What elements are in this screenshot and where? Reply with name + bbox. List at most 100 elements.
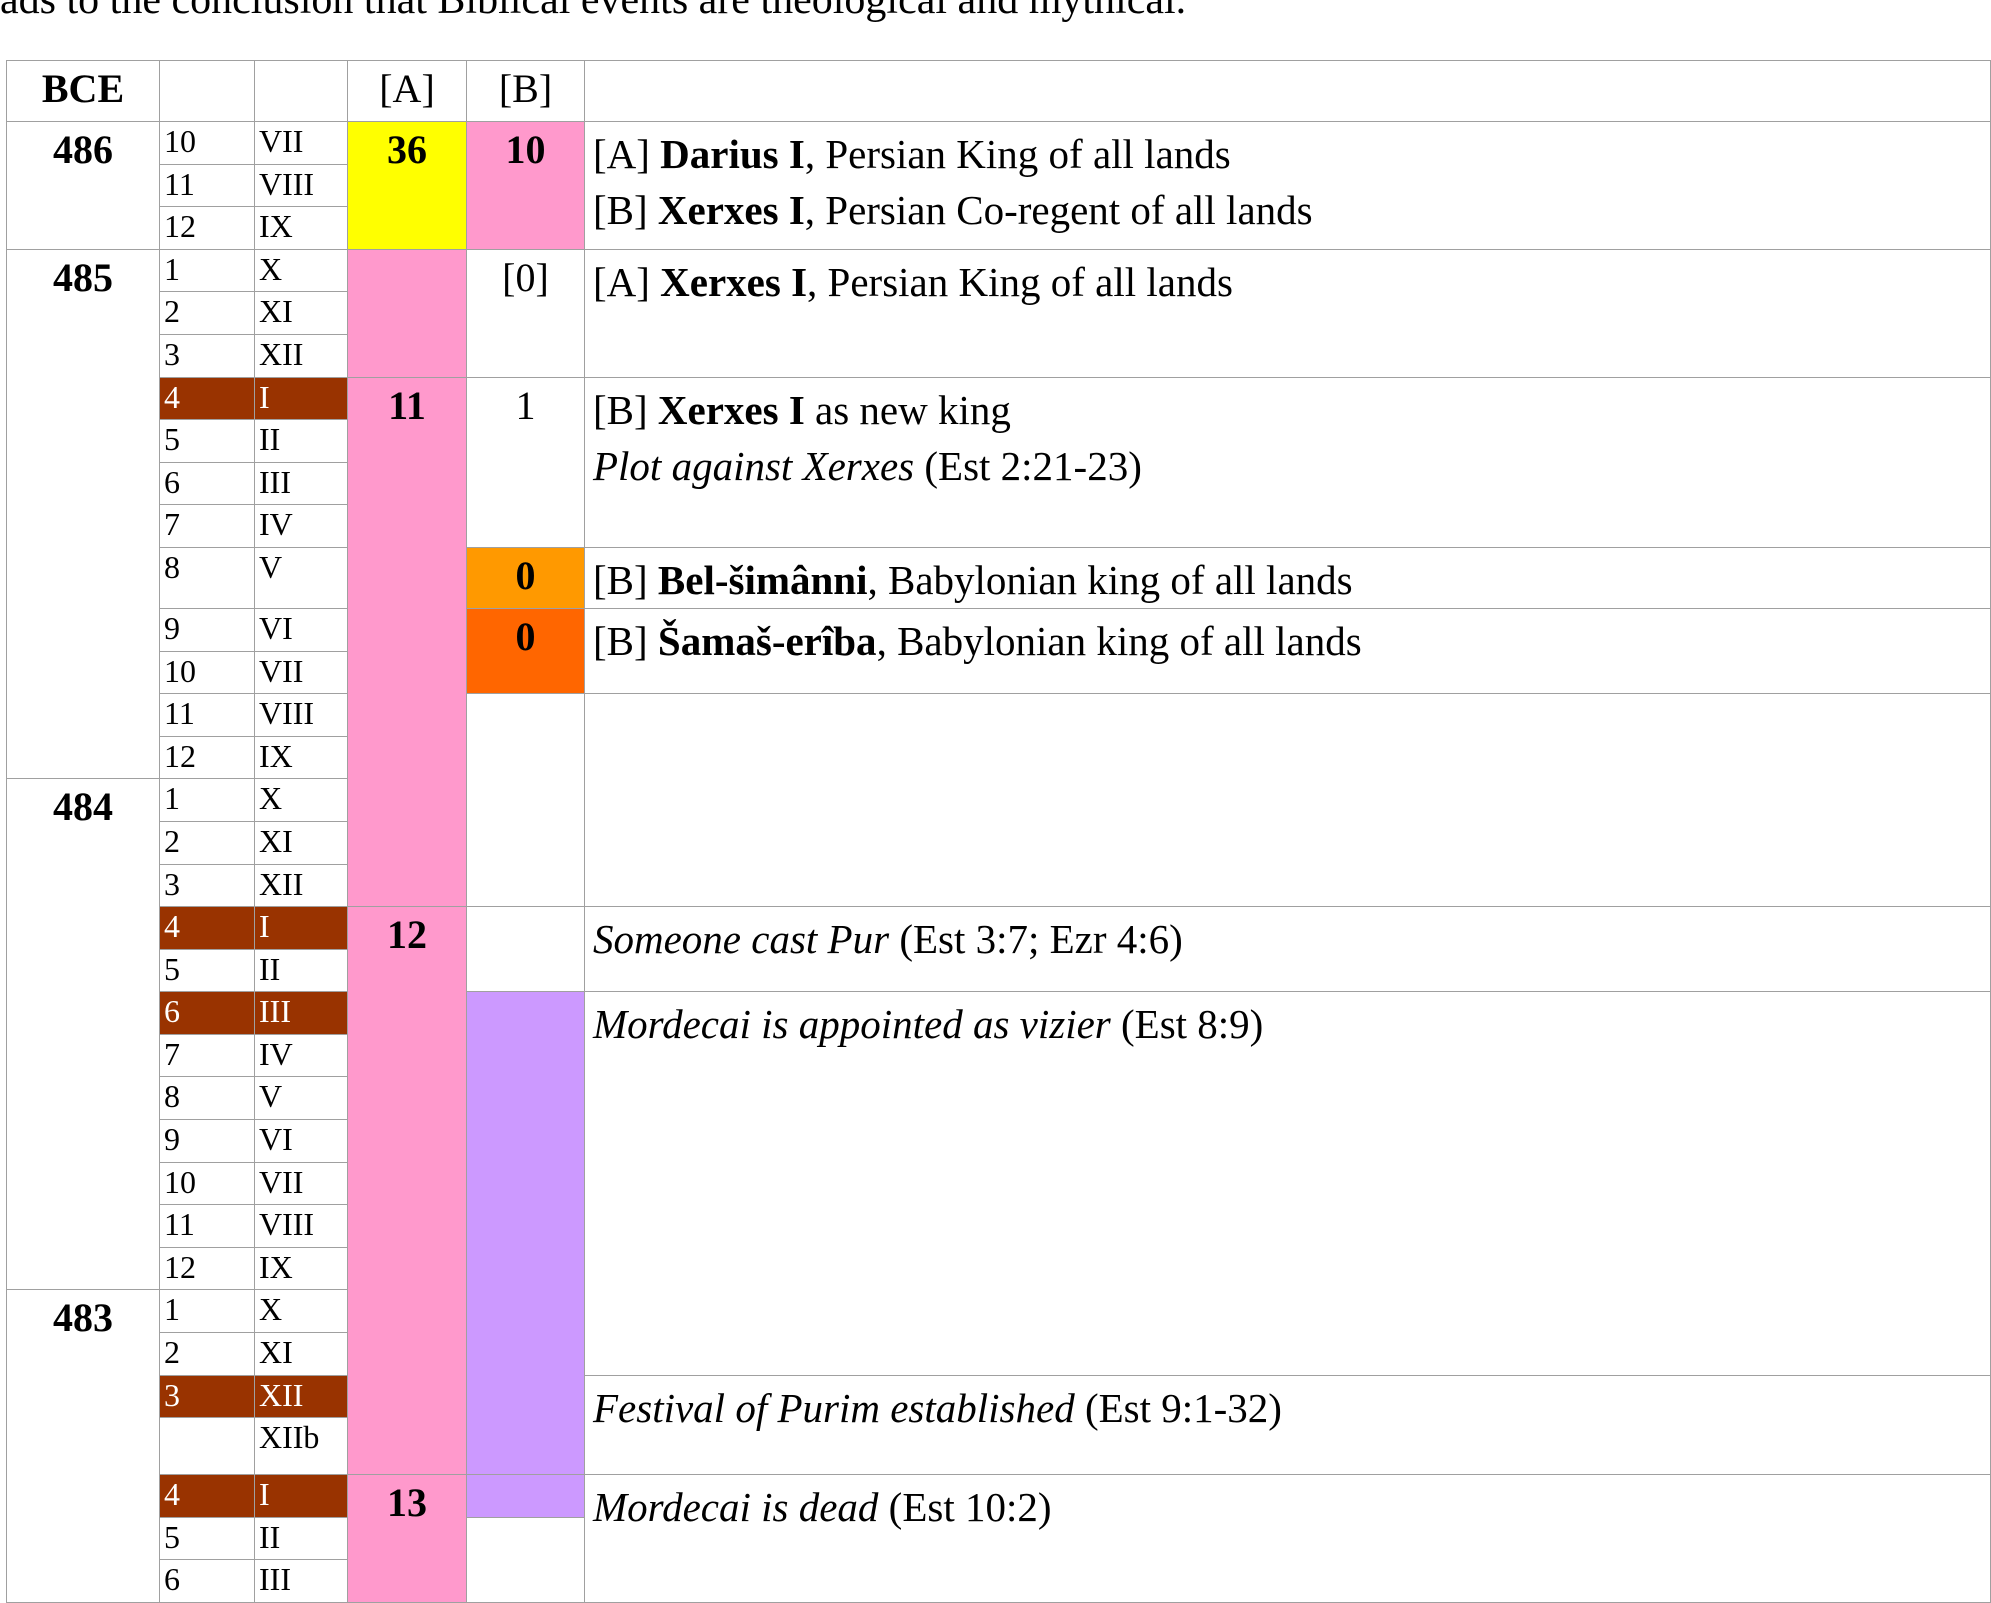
text-segment: as new king: [804, 386, 1011, 433]
month-roman: XII: [254, 863, 348, 908]
text-segment: Mordecai is appointed as vizier: [593, 1001, 1111, 1048]
month-row: 10 VII: [7, 1161, 1991, 1206]
text-segment: Bel-šimânni: [657, 556, 868, 603]
year-cell: 485: [6, 248, 160, 780]
month-number: 12: [159, 1246, 255, 1291]
description-line: [B] Bel-šimânni, Babylonian king of all …: [593, 552, 1990, 608]
month-number: 8: [159, 546, 255, 609]
month-roman: XII: [254, 333, 348, 378]
month-roman: XII: [254, 1374, 348, 1419]
description-line: Someone cast Pur (Est 3:7; Ezr 4:6): [593, 911, 1990, 967]
b-cell: 10: [466, 121, 585, 250]
description-cell: [B] Bel-šimânni, Babylonian king of all …: [584, 546, 1991, 609]
month-row: 3 XII: [7, 863, 1991, 908]
a-cell: 36: [347, 121, 467, 250]
b-cell: [466, 906, 585, 993]
b-cell: 1: [466, 376, 585, 548]
a-cell: 13: [347, 1474, 467, 1603]
month-number: 5: [159, 419, 255, 463]
month-row: 11 VIII: [7, 163, 1991, 208]
month-row: XIIb: [7, 1417, 1991, 1476]
month-row: 8 V 0 [B] Bel-šimânni, Babylonian king of a…: [7, 546, 1991, 609]
month-row: 12 IX: [7, 1246, 1991, 1291]
text-segment: [B]: [593, 556, 658, 603]
month-number: 8: [159, 1076, 255, 1121]
month-row: 3 XII: [7, 333, 1991, 378]
year-cell: 483: [6, 1289, 160, 1603]
month-number: 11: [159, 163, 255, 208]
month-roman: X: [254, 248, 348, 293]
description-cell: [B] Xerxes I as new king Plot against Xer…: [584, 376, 1991, 548]
month-row: 5 II: [7, 419, 1991, 463]
month-row: 7 IV: [7, 504, 1991, 548]
month-number: 4: [159, 906, 255, 950]
month-roman: IX: [254, 735, 348, 780]
text-segment: Plot against Xerxes: [593, 442, 915, 489]
intro-text: ads to the conclusion that Biblical even…: [0, 0, 1187, 23]
month-roman: IV: [254, 504, 348, 548]
text-segment: , Babylonian king of all lands: [867, 556, 1353, 603]
text-segment: Xerxes I: [657, 187, 805, 233]
b-cell: [0]: [466, 248, 585, 378]
year-cell: 486: [6, 121, 160, 250]
month-row: 9 VI: [7, 1119, 1991, 1163]
month-roman: VIII: [254, 163, 348, 208]
month-number: 7: [159, 1033, 255, 1078]
text-segment: Xerxes I: [657, 386, 805, 433]
month-row: 3 XII Festival of Purim established (Est 9…: [7, 1374, 1991, 1476]
b-cell: 0: [466, 607, 585, 695]
month-roman: VII: [254, 1161, 348, 1206]
month-row: 2 XI: [7, 820, 1991, 865]
text-segment: [B]: [593, 386, 658, 433]
month-row: 485 1 X [0] [A] Xerxes I, Persian King of al…: [6, 248, 1991, 780]
month-roman: VII: [254, 121, 348, 165]
month-row: 6 III Mordecai is appointed as vizier (Est…: [7, 991, 1991, 1476]
text-segment: [A]: [593, 131, 661, 177]
text-segment: Šamaš-erîba: [657, 617, 877, 664]
header-a: [A]: [347, 60, 467, 122]
description-line: Plot against Xerxes (Est 2:21-23): [593, 438, 1990, 494]
text-segment: , Persian King of all lands: [804, 131, 1231, 177]
a-cell: [347, 248, 467, 378]
month-number: 11: [159, 693, 255, 737]
text-segment: Mordecai is dead: [593, 1484, 879, 1531]
month-roman: XI: [254, 291, 348, 335]
month-roman: X: [254, 1289, 348, 1334]
description-line: Mordecai is appointed as vizier (Est 8:9…: [593, 996, 1990, 1052]
month-number: 3: [159, 1374, 255, 1419]
text-segment: (Est 8:9): [1110, 1001, 1264, 1048]
month-row: 2 XI: [7, 1332, 1991, 1376]
month-row: 4 I 12 Someone cast Pur (Est 3:7; Ezr 4:6): [7, 906, 1991, 1476]
month-row: 12 IX: [7, 735, 1991, 780]
b-cell: [466, 1474, 585, 1518]
text-segment: (Est 3:7; Ezr 4:6): [889, 916, 1183, 963]
description-line: [B] Šamaš-erîba, Babylonian king of all …: [593, 613, 1990, 669]
text-segment: Festival of Purim established: [593, 1384, 1075, 1431]
text-segment: (Est 10:2): [878, 1484, 1052, 1531]
month-roman: VI: [254, 1119, 348, 1163]
description-cell: [584, 693, 1991, 908]
text-segment: [A]: [593, 258, 661, 305]
month-row: 5 II: [7, 1516, 1991, 1603]
header-blank: [254, 60, 348, 122]
text-segment: , Persian King of all lands: [807, 258, 1233, 305]
description-cell: Mordecai is appointed as vizier (Est 8:9…: [584, 991, 1991, 1376]
month-number: 5: [159, 948, 255, 993]
month-roman: VIII: [254, 1204, 348, 1248]
month-number: 3: [159, 333, 255, 378]
month-row: 484 1 X: [6, 778, 1991, 1291]
month-roman: II: [254, 419, 348, 463]
month-roman: IX: [254, 206, 348, 250]
month-number: 7: [159, 504, 255, 548]
header-blank: [159, 60, 255, 122]
month-roman: XIIb: [254, 1417, 348, 1476]
month-number: [159, 1417, 255, 1476]
month-row: 11 VIII: [7, 693, 1991, 908]
b-cell: [466, 1516, 585, 1603]
header-b: [B]: [466, 60, 585, 122]
month-number: 1: [159, 778, 255, 822]
month-number: 4: [159, 376, 255, 421]
a-cell: 11: [347, 376, 467, 908]
